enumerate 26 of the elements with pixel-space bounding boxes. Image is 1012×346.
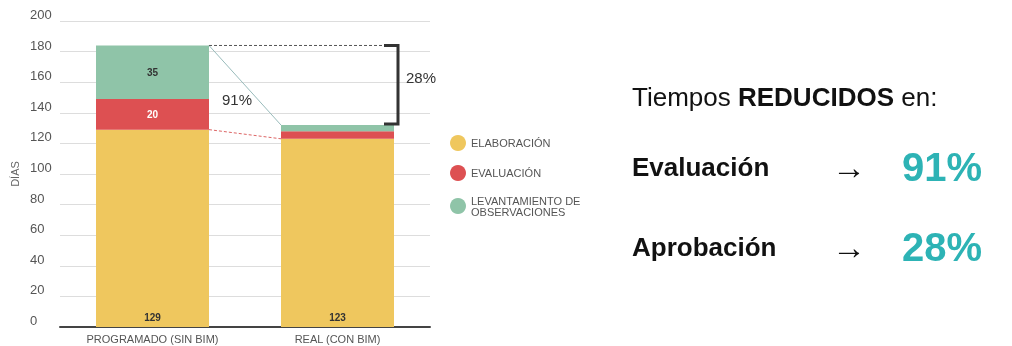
- y-tick-label: 200: [30, 7, 52, 22]
- annotation: 28%: [406, 69, 437, 87]
- x-tick-label: REAL (CON BIM): [294, 332, 381, 345]
- y-tick-label: 180: [30, 37, 52, 53]
- data-label: 123: [329, 311, 347, 323]
- text: Evaluación → 91%: [632, 144, 983, 189]
- legend-label: EVALUACIÓN: [471, 167, 542, 179]
- legend-label: LEVANTAMIENTO DE OBSERVACIONES: [471, 194, 584, 218]
- data-label: 35: [146, 66, 159, 78]
- y-tick-label: 80: [30, 190, 45, 206]
- y-tick-label: 20: [30, 282, 45, 298]
- text: Tiempos REDUCIDOS en:: [632, 82, 938, 112]
- x-tick-label: PROGRAMADO (SIN BIM): [86, 332, 219, 345]
- legend-label: ELABORACIÓN: [471, 137, 551, 149]
- y-tick-label: 100: [30, 160, 52, 175]
- y-tick-label: 160: [30, 68, 52, 84]
- y-tick-label: 0: [30, 313, 38, 328]
- y-axis-title: DÍAS: [8, 161, 21, 187]
- data-label: 129: [144, 311, 162, 323]
- y-tick-label: 120: [30, 129, 52, 145]
- y-tick-label: 40: [30, 251, 45, 267]
- text: Aprobación → 28%: [632, 224, 983, 269]
- y-tick-label: 140: [30, 98, 52, 114]
- annotation: 91%: [221, 91, 253, 109]
- y-tick-label: 60: [30, 221, 45, 237]
- data-label: 20: [146, 108, 159, 120]
